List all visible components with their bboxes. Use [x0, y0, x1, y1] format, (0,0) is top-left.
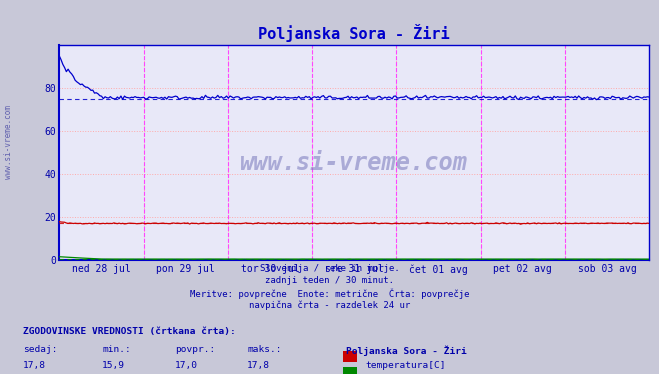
- Text: 17,8: 17,8: [247, 361, 270, 370]
- Text: ZGODOVINSKE VREDNOSTI (črtkana črta):: ZGODOVINSKE VREDNOSTI (črtkana črta):: [23, 327, 236, 336]
- Text: navpična črta - razdelek 24 ur: navpična črta - razdelek 24 ur: [249, 301, 410, 310]
- Text: sedaj:: sedaj:: [23, 345, 57, 354]
- Text: povpr.:: povpr.:: [175, 345, 215, 354]
- Text: 17,8: 17,8: [23, 361, 46, 370]
- Text: temperatura[C]: temperatura[C]: [366, 361, 446, 370]
- Text: min.:: min.:: [102, 345, 131, 354]
- Text: Slovenija / reke in morje.: Slovenija / reke in morje.: [260, 264, 399, 273]
- Text: 15,9: 15,9: [102, 361, 125, 370]
- Text: Poljanska Sora - Žiri: Poljanska Sora - Žiri: [346, 345, 467, 356]
- Text: maks.:: maks.:: [247, 345, 281, 354]
- Text: www.si-vreme.com: www.si-vreme.com: [4, 105, 13, 179]
- Title: Poljanska Sora - Žiri: Poljanska Sora - Žiri: [258, 24, 450, 42]
- Text: Meritve: povprečne  Enote: metrične  Črta: povprečje: Meritve: povprečne Enote: metrične Črta:…: [190, 288, 469, 299]
- Text: 17,0: 17,0: [175, 361, 198, 370]
- Text: www.si-vreme.com: www.si-vreme.com: [241, 151, 468, 175]
- Text: zadnji teden / 30 minut.: zadnji teden / 30 minut.: [265, 276, 394, 285]
